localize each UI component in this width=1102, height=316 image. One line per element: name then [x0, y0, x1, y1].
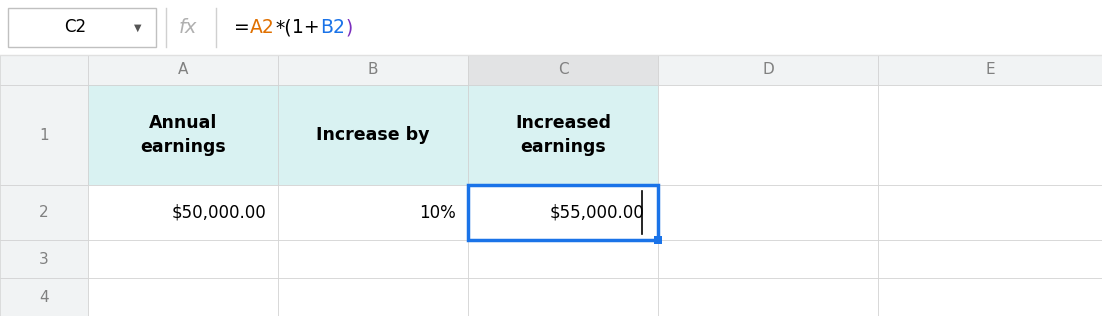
Text: ): ) — [345, 18, 353, 37]
Bar — [468, 85, 658, 185]
Bar — [278, 185, 468, 240]
Bar — [88, 240, 278, 278]
Bar — [8, 8, 156, 47]
Text: Increase by: Increase by — [316, 126, 430, 144]
Text: $55,000.00: $55,000.00 — [549, 204, 644, 222]
Bar — [88, 185, 278, 240]
Bar — [878, 240, 1102, 278]
Bar — [0, 278, 88, 316]
Text: 1: 1 — [40, 127, 48, 143]
Bar — [878, 55, 1102, 85]
Bar — [468, 55, 658, 85]
Bar — [0, 240, 88, 278]
Text: 2: 2 — [40, 205, 48, 220]
Bar — [278, 85, 468, 185]
Bar — [468, 185, 658, 240]
Bar — [468, 278, 658, 316]
Text: $50,000.00: $50,000.00 — [171, 204, 266, 222]
Bar — [0, 85, 88, 185]
Text: 4: 4 — [40, 289, 48, 305]
Bar — [878, 85, 1102, 185]
Text: D: D — [763, 63, 774, 77]
Text: 3: 3 — [40, 252, 48, 266]
Bar — [878, 185, 1102, 240]
Text: A: A — [177, 63, 188, 77]
Text: C: C — [558, 63, 569, 77]
Bar — [878, 278, 1102, 316]
Bar — [278, 278, 468, 316]
Text: B2: B2 — [320, 18, 345, 37]
Bar — [278, 240, 468, 278]
Bar — [653, 236, 662, 244]
Text: E: E — [985, 63, 995, 77]
Text: A2: A2 — [250, 18, 274, 37]
Bar — [0, 185, 88, 240]
Bar — [658, 240, 878, 278]
Text: ▼: ▼ — [134, 22, 142, 33]
Text: B: B — [368, 63, 378, 77]
Text: =: = — [234, 18, 250, 37]
Text: Annual
earnings: Annual earnings — [140, 114, 226, 156]
Bar — [88, 85, 278, 185]
Bar — [468, 185, 658, 240]
Bar — [0, 0, 1102, 55]
Text: Increased
earnings: Increased earnings — [515, 114, 611, 156]
Bar — [0, 55, 88, 85]
Bar — [88, 55, 278, 85]
Bar — [658, 85, 878, 185]
Bar — [468, 240, 658, 278]
Bar — [658, 55, 878, 85]
Bar — [88, 278, 278, 316]
Text: *(: *( — [276, 18, 292, 37]
Bar — [278, 55, 468, 85]
Bar — [658, 185, 878, 240]
Text: fx: fx — [179, 18, 197, 37]
Bar — [658, 278, 878, 316]
Text: 1+: 1+ — [292, 18, 320, 37]
Text: 10%: 10% — [419, 204, 456, 222]
Text: C2: C2 — [64, 19, 86, 37]
